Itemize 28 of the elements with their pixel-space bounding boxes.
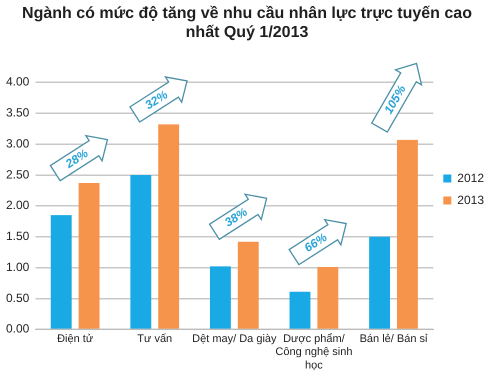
bar (369, 236, 390, 329)
x-tick-label: Dược phẩm/ Công nghệ sinh học (275, 333, 352, 372)
y-tick-label: 1.00 (6, 260, 30, 274)
y-tick-label: 1.50 (6, 229, 30, 244)
bar (290, 292, 310, 329)
annotation: 32% (142, 87, 171, 112)
y-tick-label: 3.00 (6, 136, 30, 150)
bar (50, 215, 72, 329)
bar (130, 175, 152, 329)
x-tick-label: Điện tử (57, 333, 94, 346)
bar (210, 266, 231, 329)
annotation: 28% (62, 146, 91, 172)
annotation: 66% (302, 230, 330, 255)
y-tick-label: 3.50 (6, 106, 30, 120)
x-tick-label: Bán lẻ/ Bán sỉ (360, 333, 428, 346)
bar (317, 267, 338, 329)
chart-title: Ngành có mức độ tăng về nhu cầu nhân lực trực tuyến cao nhất Quý 1/2013 (22, 5, 472, 42)
x-tick-label: Dệt may/ Da giày (192, 333, 278, 346)
y-tick-label: 0.00 (6, 322, 30, 336)
y-tick-label: 2.50 (6, 167, 30, 182)
legend-label: 2012 (457, 170, 484, 185)
annotation: 38% (222, 204, 250, 230)
y-tick-label: 4.00 (6, 74, 30, 89)
y-tick-label: 0.50 (6, 290, 30, 305)
legend-label: 2013 (457, 192, 484, 207)
x-tick-label: Tư vấn (137, 333, 172, 346)
bar (396, 140, 418, 329)
y-tick-label: 2.00 (6, 198, 30, 212)
